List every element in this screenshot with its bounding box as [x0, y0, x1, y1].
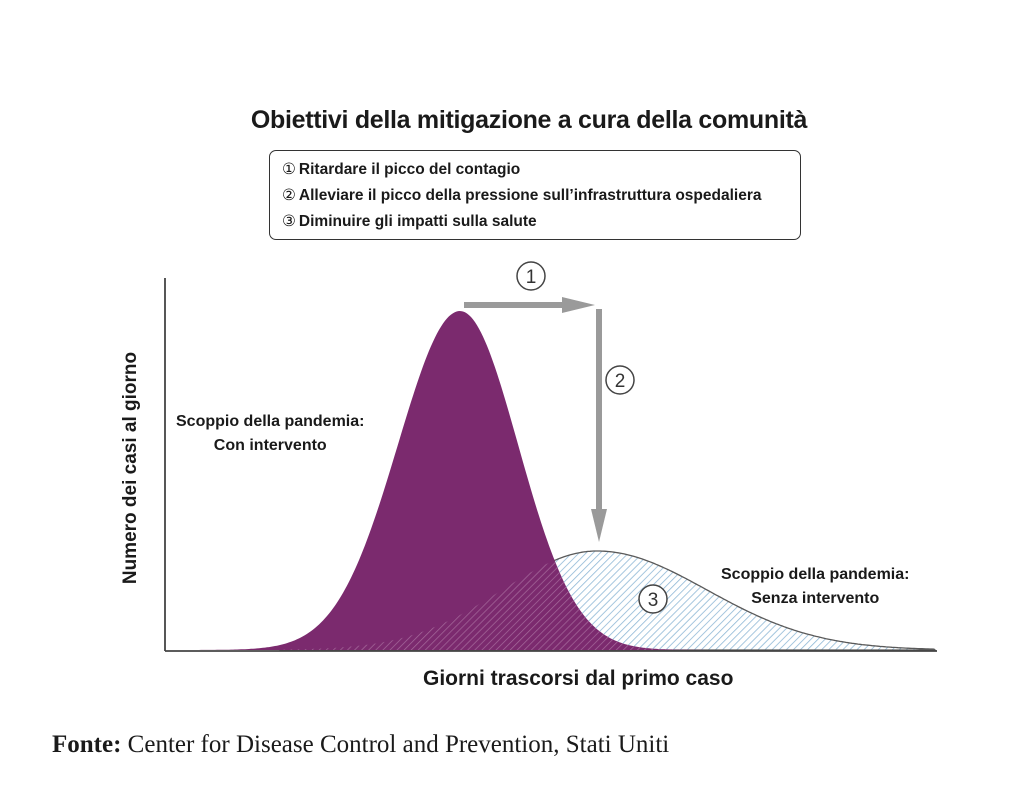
legend-number-3: ③ [282, 213, 296, 230]
legend-item-1: ① Ritardare il picco del contagio [282, 157, 800, 183]
y-axis-label: Numero dei casi al giorno [120, 351, 141, 585]
annotation-with-intervention-line1: Scoppio della pandemia: [176, 413, 365, 430]
legend-text-1: Ritardare il picco del contagio [298, 161, 521, 178]
marker-2: 2 [605, 365, 635, 395]
marker-2-label: 2 [615, 371, 626, 392]
legend-text-2: Alleviare il picco della pressione sull’… [298, 187, 762, 204]
annotation-with-intervention-line2: Con intervento [213, 437, 327, 454]
marker-1: 1 [516, 261, 546, 291]
curve-with-intervention [165, 311, 780, 650]
annotation-without-intervention-line1: Scoppio della pandemia: [721, 566, 910, 583]
source-label: Fonte: [52, 731, 122, 758]
source-text: Center for Disease Control and Preventio… [127, 731, 670, 758]
marker-3-label: 3 [648, 590, 659, 611]
flatten-arrow [591, 309, 607, 542]
legend-item-2: ② Alleviare il picco della pressione sull… [282, 183, 800, 209]
legend-number-1: ① [282, 161, 296, 178]
x-axis-label: Giorni trascorsi dal primo caso [423, 667, 734, 690]
legend-number-2: ② [282, 187, 296, 204]
delay-arrow [464, 297, 595, 313]
marker-3: 3 [638, 584, 668, 614]
annotation-with-intervention: Scoppio della pandemia: Con intervento [176, 410, 364, 458]
chart-title: Obiettivi della mitigazione a cura della… [250, 106, 808, 134]
source-note: Fonte: Center for Disease Control and Pr… [52, 731, 669, 759]
goals-legend: ① Ritardare il picco del contagio ② Allevi… [269, 150, 801, 240]
legend-item-3: ③ Diminuire gli impatti sulla salute [282, 209, 800, 235]
annotation-without-intervention: Scoppio della pandemia: Senza intervento [721, 563, 909, 611]
legend-text-3: Diminuire gli impatti sulla salute [298, 213, 537, 230]
annotation-without-intervention-line2: Senza intervento [751, 590, 880, 607]
marker-1-label: 1 [526, 267, 537, 288]
